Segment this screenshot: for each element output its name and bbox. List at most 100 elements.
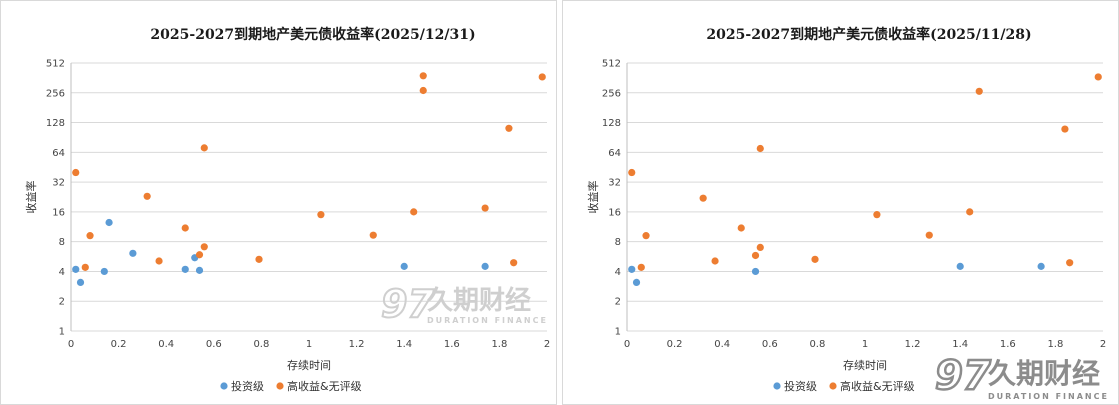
legend-label-investment-grade: 投资级	[231, 379, 264, 393]
high-yield-point	[925, 231, 933, 239]
y-tick-label: 32	[608, 178, 621, 189]
high-yield-point	[538, 73, 546, 81]
x-tick-label: 1.4	[952, 339, 968, 350]
legend-marker-high-yield	[829, 382, 837, 390]
x-tick-label: 0.2	[111, 339, 127, 350]
chart-panel-right: 2025-2027到期地产美元债收益率(2025/11/28) 1 2 4 8 16 32 6…	[562, 0, 1119, 405]
high-yield-point	[410, 208, 418, 216]
x-tick-label: 0.6	[762, 339, 778, 350]
y-tick-label: 4	[615, 267, 621, 278]
legend-marker-investment-grade	[773, 382, 781, 390]
y-tick-label: 4	[59, 267, 65, 278]
y-tick-label: 1	[615, 327, 621, 338]
watermark-sub: DURATION FINANCE	[427, 316, 548, 325]
investment-grade-point	[481, 262, 489, 270]
high-yield-point	[369, 231, 377, 239]
high-yield-point	[86, 232, 94, 240]
x-axis-title: 存续时间	[843, 358, 887, 372]
investment-grade-point	[632, 278, 641, 286]
x-tick-label: 0.4	[714, 339, 730, 350]
high-yield-point	[756, 243, 764, 252]
high-yield-point	[1094, 73, 1102, 81]
y-tick-label: 256	[46, 88, 65, 99]
investment-grade-point	[72, 265, 80, 273]
watermark-sub: DURATION FINANCE	[988, 392, 1109, 401]
high-yield-point	[195, 251, 204, 259]
high-yield-point	[419, 86, 427, 95]
high-yield-point	[873, 211, 881, 219]
legend-marker-investment-grade	[220, 382, 228, 390]
y-tick-label: 512	[602, 59, 621, 70]
high-yield-point	[699, 194, 707, 202]
scatter-chart-nov: 2025-2027到期地产美元债收益率(2025/11/28) 1 2 4 8 16 32 6…	[586, 26, 1109, 401]
x-tick-label: 0.4	[158, 339, 174, 350]
high-yield-point	[505, 124, 513, 132]
legend-marker-high-yield	[276, 382, 284, 390]
high-yield-point	[628, 168, 636, 177]
investment-grade-point	[400, 262, 408, 270]
high-yield-point	[481, 204, 489, 212]
chart-title: 2025-2027到期地产美元债收益率(2025/12/31)	[150, 26, 475, 43]
y-axis-title: 收益率	[586, 181, 600, 214]
high-yield-point	[1066, 259, 1074, 267]
investment-grade-point	[105, 218, 113, 227]
y-tick-label: 64	[608, 148, 621, 159]
high-yield-point	[966, 208, 974, 216]
y-tick-label: 8	[615, 237, 621, 248]
y-tick-label: 256	[602, 88, 621, 99]
x-tick-label: 1.6	[1000, 339, 1016, 350]
high-yield-point	[1061, 125, 1069, 133]
y-tick-label: 128	[602, 118, 621, 129]
x-tick-label: 1.2	[905, 339, 921, 350]
high-yield-point	[811, 255, 819, 263]
high-yield-point	[200, 243, 208, 251]
high-yield-point	[737, 224, 745, 232]
investment-grade-point	[956, 262, 964, 270]
high-yield-point	[200, 144, 208, 152]
high-yield-point	[155, 257, 163, 265]
high-yield-point	[711, 257, 719, 265]
x-tick-label: 1.8	[1047, 339, 1063, 350]
legend-label-investment-grade: 投资级	[784, 379, 817, 393]
legend-label-high-yield: 高收益&无评级	[287, 379, 362, 393]
x-tick-label: 0	[624, 339, 630, 350]
investment-grade-point	[195, 266, 204, 274]
x-tick-label: 0	[68, 339, 74, 350]
chart-title: 2025-2027到期地产美元债收益率(2025/11/28)	[706, 26, 1031, 43]
high-yield-point	[419, 72, 427, 80]
legend-label-high-yield: 高收益&无评级	[840, 379, 915, 393]
investment-grade-point	[1037, 262, 1045, 270]
x-tick-label: 1.8	[491, 339, 507, 350]
investment-grade-point	[129, 249, 137, 257]
watermark-logo: 97	[935, 353, 991, 399]
y-tick-label: 64	[52, 148, 65, 159]
high-yield-point	[81, 263, 89, 271]
investment-grade-point	[751, 267, 760, 276]
watermark-logo: 97	[381, 282, 434, 326]
high-yield-point	[756, 144, 764, 153]
high-yield-point	[975, 87, 983, 95]
x-tick-label: 1.2	[349, 339, 365, 350]
investment-grade-point	[181, 265, 189, 273]
y-tick-label: 1	[59, 327, 65, 338]
high-yield-point	[510, 259, 518, 267]
x-tick-label: 1	[862, 339, 868, 350]
x-tick-label: 2	[1100, 339, 1106, 350]
high-yield-point	[642, 232, 650, 240]
high-yield-point	[181, 224, 189, 232]
high-yield-point	[317, 211, 325, 219]
x-tick-label: 0.8	[809, 339, 825, 350]
x-tick-label: 1.6	[444, 339, 460, 350]
investment-grade-point	[76, 278, 85, 286]
x-tick-label: 0.8	[253, 339, 269, 350]
high-yield-point	[751, 251, 760, 260]
y-tick-label: 8	[59, 237, 65, 248]
y-tick-label: 16	[52, 207, 65, 218]
y-tick-label: 32	[52, 178, 65, 189]
y-tick-label: 512	[46, 59, 65, 70]
high-yield-point	[143, 192, 151, 200]
y-tick-label: 2	[59, 297, 65, 308]
chart-panel-left: 2025-2027到期地产美元债收益率(2025/12/31) 1 2 4 8 16 32 6…	[0, 0, 557, 405]
scatter-chart-dec: 2025-2027到期地产美元债收益率(2025/12/31) 1 2 4 8 16 32 6…	[24, 26, 550, 393]
y-axis-title: 收益率	[24, 181, 38, 214]
